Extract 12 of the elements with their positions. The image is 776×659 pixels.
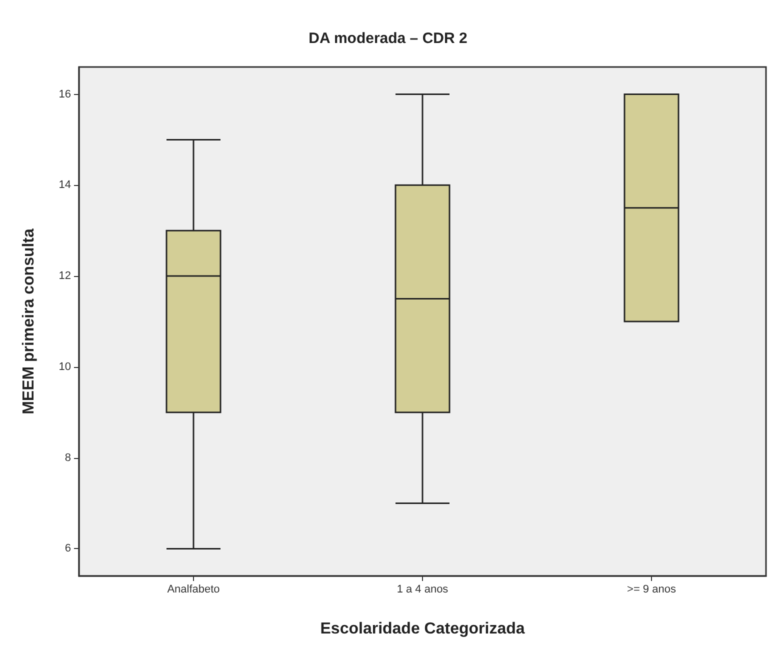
y-axis-title: MEEM primeira consulta [20,228,38,414]
chart-title: DA moderada – CDR 2 [308,30,468,47]
y-tick-label: 16 [58,88,71,100]
y-tick-label: 8 [64,452,71,464]
y-tick-label: 14 [58,179,71,192]
x-axis-title: Escolaridade Categorizada [320,620,525,638]
y-tick-label: 10 [58,360,71,373]
y-tick-label: 6 [64,542,71,555]
x-tick-label: >= 9 anos [627,584,676,596]
y-tick-label: 12 [58,270,71,282]
x-tick-label: Analfabeto [167,584,220,596]
x-tick-label: 1 a 4 anos [396,584,449,596]
